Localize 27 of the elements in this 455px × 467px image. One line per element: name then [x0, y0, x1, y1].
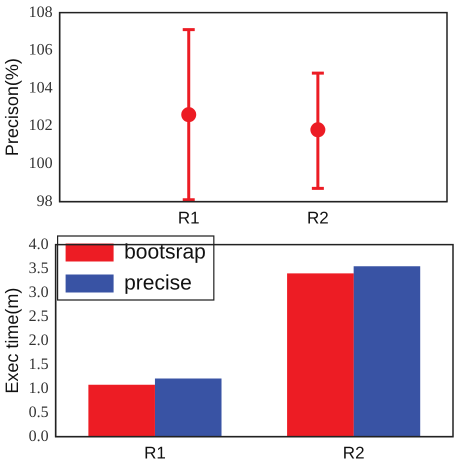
x-tick-label: R2 [342, 443, 365, 462]
y-tick-label: 102 [28, 117, 53, 134]
bar [88, 384, 155, 437]
y-tick-label: 1.5 [28, 356, 49, 373]
bar [354, 266, 420, 437]
x-tick-label: R2 [307, 208, 329, 228]
y-tick-label: 4.0 [28, 236, 49, 253]
y-tick-label: 3.5 [28, 260, 49, 277]
y-tick-label: 104 [28, 79, 53, 96]
y-tick-label: 2.0 [28, 332, 49, 349]
y-tick-label: 108 [28, 4, 53, 21]
x-tick-label: R1 [178, 208, 200, 228]
y-tick-label: 0.5 [28, 404, 49, 421]
bar [287, 273, 354, 437]
y-axis-title: Precison(%) [2, 58, 22, 156]
legend-label: bootsrap [124, 240, 206, 264]
y-tick-label: 1.0 [28, 380, 49, 397]
bar [154, 378, 222, 437]
y-tick-label: 98 [36, 192, 53, 210]
legend-label: precise [124, 271, 192, 294]
y-tick-label: 106 [28, 42, 53, 59]
x-tick-label: R1 [144, 443, 166, 462]
y-tick-label: 100 [28, 155, 53, 172]
y-tick-label: 2.5 [28, 308, 49, 325]
y-tick-label: 3.0 [28, 284, 49, 301]
y-axis-title: Exec time(m) [2, 288, 22, 394]
y-tick-label: 0.0 [28, 428, 49, 445]
